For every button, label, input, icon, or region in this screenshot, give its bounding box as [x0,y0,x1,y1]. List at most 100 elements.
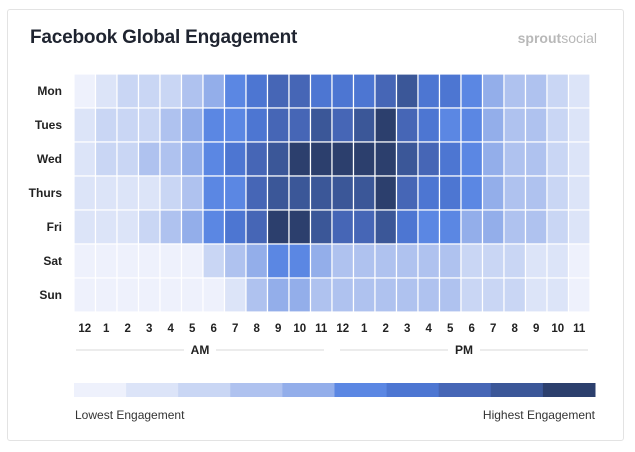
heatmap-cell [94,175,118,211]
period-label-bg [184,342,216,358]
heatmap-cell [481,175,505,211]
heatmap-cell [309,209,333,245]
heatmap-cell [546,175,570,211]
heatmap-cell [202,209,226,245]
heatmap-cell [288,277,312,313]
heatmap-cell [288,107,312,143]
heatmap-cell [73,175,97,211]
heatmap-cell [331,209,355,245]
heatmap-cell [417,141,441,177]
heatmap-cell [94,107,118,143]
heatmap-cell [245,277,269,313]
heatmap-cell [524,209,548,245]
heatmap-cell [352,277,376,313]
column-label: 6 [211,323,217,335]
heatmap-cell [567,73,591,109]
column-label: 8 [512,323,519,335]
heatmap-cell [94,209,118,245]
heatmap-cell [567,209,591,245]
heatmap-cell [266,209,290,245]
row-label: Sun [39,288,62,302]
heatmap-cell [460,243,484,279]
legend-swatch [178,383,231,397]
column-label: 10 [293,323,306,335]
legend-swatch [334,383,388,397]
heatmap-cell [438,243,462,279]
legend-swatch [74,383,127,397]
brand-logo: sproutsocial [517,30,597,46]
heatmap-cell [546,73,570,109]
heatmap-cell [116,141,140,177]
column-label: 7 [232,323,238,335]
heatmap-cell [180,209,204,245]
heatmap-cell [374,107,398,143]
column-label: 3 [404,323,410,335]
column-label: 4 [426,323,433,335]
heatmap-cell [460,73,484,109]
heatmap-cell [137,277,161,313]
column-label: 11 [573,323,586,335]
heatmap-cell [266,73,290,109]
heatmap-cell [374,141,398,177]
heatmap-cell [223,243,247,279]
heatmap-cell [116,73,140,109]
heatmap-cell [266,175,290,211]
heatmap-cell [223,277,247,313]
heatmap-cell [503,141,527,177]
legend-swatch [542,383,596,397]
heatmap-cell [73,141,97,177]
heatmap-cell [94,73,118,109]
heatmap-cell [94,141,118,177]
heatmap-cell [546,243,570,279]
column-label: 2 [383,323,389,335]
heatmap-cell [352,73,376,109]
column-label: 12 [78,323,91,335]
heatmap-cell [374,175,398,211]
heatmap-cell [567,141,591,177]
heatmap-cell [374,73,398,109]
heatmap-cell [331,277,355,313]
heatmap-cell [395,175,419,211]
column-label: 6 [469,323,475,335]
legend-swatch [126,383,179,397]
heatmap-cell [546,107,570,143]
heatmap-cell [417,175,441,211]
heatmap-cell [481,107,505,143]
heatmap-cell [180,73,204,109]
heatmap-cell [481,277,505,313]
heatmap-cell [266,107,290,143]
heatmap-cell [202,243,226,279]
heatmap-cell [438,141,462,177]
heatmap-cell [288,209,312,245]
heatmap-cell [245,141,269,177]
heatmap-cell [94,277,118,313]
heatmap-cell [460,175,484,211]
heatmap-cell [438,175,462,211]
heatmap-cell [159,107,183,143]
heatmap-cell [567,107,591,143]
heatmap-cell [395,243,419,279]
heatmap-cell [309,277,333,313]
column-label: 9 [533,323,539,335]
column-label: 11 [315,323,328,335]
row-label: Thurs [29,186,63,200]
legend-low-label: Lowest Engagement [75,408,185,422]
heatmap-cell [395,141,419,177]
heatmap-cell [460,277,484,313]
heatmap-cell [116,277,140,313]
heatmap-cell [352,141,376,177]
row-label: Wed [37,152,62,166]
legend-swatch [282,383,335,397]
heatmap-cell [417,277,441,313]
heatmap-cell [331,107,355,143]
period-label-bg [448,342,480,358]
heatmap-cell [481,243,505,279]
heatmap-cell [137,73,161,109]
heatmap-cell [481,141,505,177]
heatmap-cell [180,141,204,177]
heatmap-cell [374,277,398,313]
column-label: 9 [275,323,281,335]
column-label: 2 [125,323,131,335]
heatmap-cell [223,175,247,211]
